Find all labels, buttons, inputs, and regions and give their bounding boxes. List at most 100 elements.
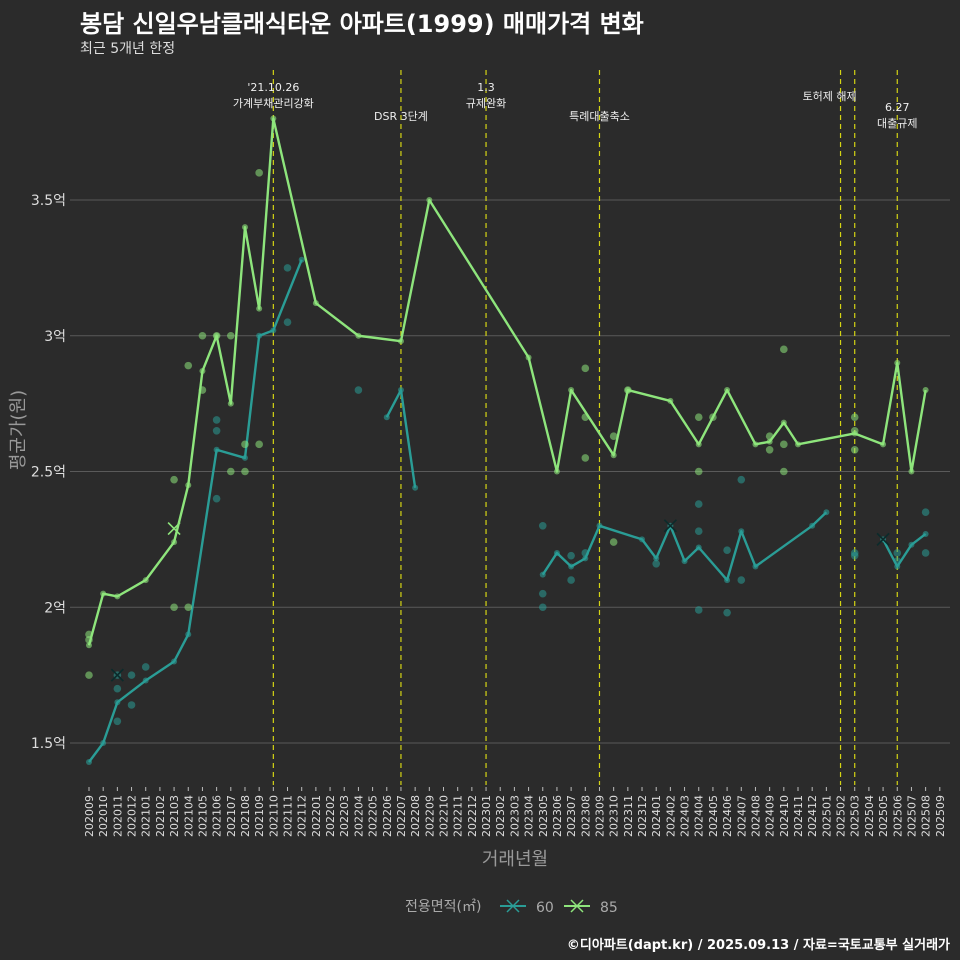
data-point-60 bbox=[212, 416, 221, 424]
data-point-60 bbox=[567, 576, 575, 584]
x-tick-label: 202212 bbox=[466, 795, 479, 837]
data-point-85 bbox=[780, 440, 788, 449]
x-tick-label: 202505 bbox=[877, 795, 890, 837]
x-tick-label: 202109 bbox=[253, 795, 266, 837]
x-tick-label: 202306 bbox=[551, 795, 564, 837]
data-point-85 bbox=[85, 671, 93, 679]
data-point-85 bbox=[694, 467, 703, 476]
x-tick-label: 202105 bbox=[196, 795, 209, 837]
line-point-85 bbox=[795, 441, 801, 448]
x-tick-label: 202101 bbox=[140, 795, 153, 837]
data-point-85 bbox=[850, 413, 859, 422]
line-point-85 bbox=[766, 438, 773, 445]
line-point-85 bbox=[752, 441, 759, 448]
data-point-60 bbox=[723, 608, 731, 617]
line-point-60 bbox=[809, 522, 816, 529]
x-tick-label: 202412 bbox=[806, 795, 819, 837]
line-point-85 bbox=[213, 332, 220, 339]
line-point-60 bbox=[171, 658, 178, 665]
x-tick-label: 202103 bbox=[168, 795, 181, 837]
data-point-60 bbox=[737, 475, 746, 484]
line-point-60 bbox=[114, 699, 121, 706]
chart-title: 봉담 신일우남클래식타운 아파트(1999) 매매가격 변화 bbox=[80, 10, 644, 38]
data-point-60 bbox=[538, 522, 547, 530]
line-point-60 bbox=[908, 541, 915, 548]
line-point-85 bbox=[100, 590, 107, 597]
policy-annotation: 가계부채관리강화 bbox=[233, 97, 314, 110]
y-tick-label: 3.5억 bbox=[31, 193, 66, 209]
x-tick-label: 202311 bbox=[622, 795, 635, 837]
legend-label-85: 85 bbox=[600, 900, 618, 916]
line-point-85 bbox=[227, 400, 234, 407]
cross-marker-60 bbox=[110, 668, 124, 682]
line-point-60 bbox=[568, 563, 575, 570]
line-point-60 bbox=[185, 631, 192, 638]
data-point-60 bbox=[127, 671, 136, 679]
line-point-85 bbox=[270, 115, 277, 122]
data-point-85 bbox=[255, 440, 263, 449]
line-point-85 bbox=[610, 452, 617, 459]
data-point-60 bbox=[212, 494, 221, 503]
line-point-85 bbox=[426, 197, 433, 203]
policy-annotation: DSR 3단계 bbox=[374, 110, 428, 123]
line-point-85 bbox=[199, 368, 206, 375]
line-point-85 bbox=[241, 224, 248, 231]
line-point-85 bbox=[171, 539, 178, 546]
x-tick-label: 202209 bbox=[423, 795, 436, 837]
x-tick-label: 202410 bbox=[778, 795, 791, 837]
x-tick-label: 202503 bbox=[849, 795, 862, 837]
series-line-60 bbox=[882, 532, 927, 568]
line-point-60 bbox=[724, 577, 731, 584]
data-point-85 bbox=[581, 454, 590, 462]
line-point-60 bbox=[653, 555, 660, 562]
data-point-60 bbox=[283, 264, 292, 272]
x-tick-label: 202409 bbox=[764, 795, 777, 837]
line-point-60 bbox=[738, 528, 745, 535]
data-point-85 bbox=[850, 445, 859, 454]
line-point-60 bbox=[397, 387, 404, 394]
y-tick-label: 2억 bbox=[44, 600, 66, 616]
data-point-85 bbox=[170, 603, 178, 612]
cross-marker-60 bbox=[663, 519, 677, 533]
line-point-85 bbox=[780, 419, 787, 426]
x-tick-label: 202504 bbox=[863, 795, 876, 837]
y-axis-title: 평균가(원) bbox=[8, 390, 29, 470]
x-tick-label: 202205 bbox=[367, 795, 380, 837]
line-point-85 bbox=[397, 338, 404, 345]
x-tick-label: 202207 bbox=[395, 795, 408, 837]
line-point-85 bbox=[185, 482, 192, 489]
data-point-60 bbox=[538, 589, 547, 598]
data-point-85 bbox=[255, 169, 263, 177]
x-tick-label: 202204 bbox=[352, 795, 365, 837]
x-tick-label: 202010 bbox=[97, 795, 110, 837]
policy-annotation: 1.3 bbox=[477, 81, 495, 94]
data-point-85 bbox=[609, 432, 618, 441]
data-point-85 bbox=[170, 475, 178, 484]
policy-annotation: 6.27 bbox=[885, 101, 910, 114]
cross-marker-85 bbox=[167, 521, 181, 536]
x-tick-label: 202108 bbox=[239, 795, 252, 837]
x-tick-label: 202201 bbox=[310, 795, 323, 837]
x-axis-title: 거래년월 bbox=[482, 849, 548, 870]
line-point-85 bbox=[86, 642, 92, 649]
data-point-85 bbox=[227, 467, 235, 476]
x-tick-label: 202305 bbox=[537, 795, 550, 837]
data-point-85 bbox=[581, 364, 590, 373]
line-point-85 bbox=[114, 593, 121, 600]
line-point-60 bbox=[142, 677, 149, 684]
line-point-60 bbox=[639, 536, 646, 543]
line-point-60 bbox=[539, 571, 546, 578]
x-tick-label: 202507 bbox=[905, 795, 918, 837]
x-tick-label: 202506 bbox=[891, 795, 904, 837]
data-point-85 bbox=[609, 538, 618, 546]
x-tick-label: 202312 bbox=[636, 795, 649, 837]
line-point-60 bbox=[752, 563, 759, 570]
data-point-60 bbox=[567, 551, 575, 560]
data-point-60 bbox=[283, 318, 292, 326]
line-point-60 bbox=[100, 740, 107, 746]
data-point-60 bbox=[921, 549, 930, 557]
x-tick-label: 202509 bbox=[934, 795, 947, 837]
line-point-60 bbox=[298, 256, 305, 263]
line-point-85 bbox=[256, 305, 263, 312]
